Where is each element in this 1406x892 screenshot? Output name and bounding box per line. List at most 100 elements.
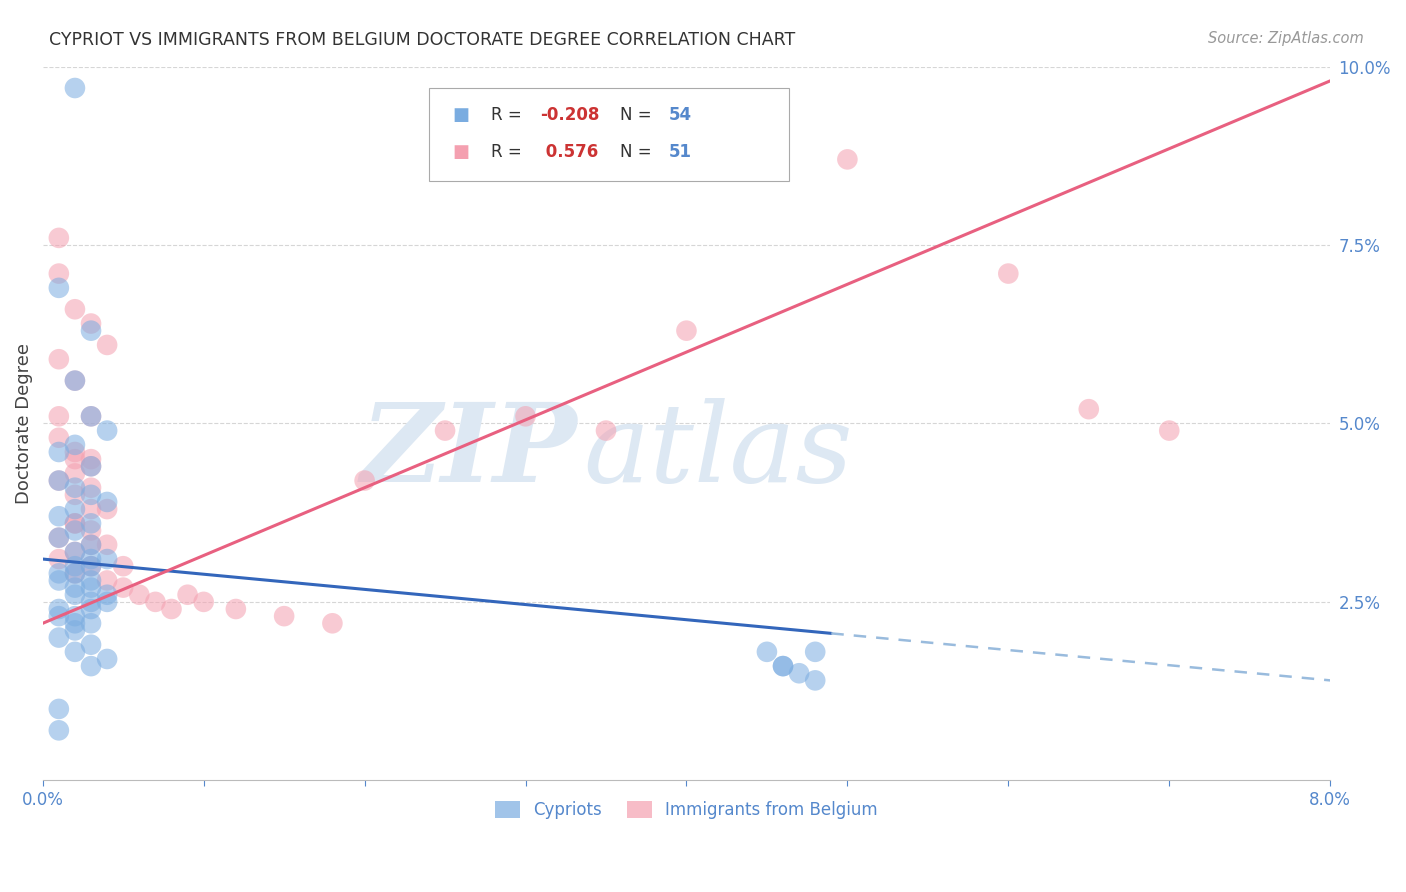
Point: [112, 581, 135, 595]
Point: [48, 474, 70, 488]
Point: [80, 452, 103, 467]
Point: [96, 424, 118, 438]
Point: [48, 231, 70, 245]
Point: [96, 595, 118, 609]
Point: [145, 595, 167, 609]
Point: [80, 552, 103, 566]
Text: N =: N =: [620, 106, 657, 124]
Point: [112, 559, 135, 574]
Point: [48, 702, 70, 716]
Point: [63, 302, 86, 317]
Point: [63, 616, 86, 631]
Text: ■: ■: [453, 106, 470, 124]
Point: [48, 552, 70, 566]
Point: [48, 531, 70, 545]
Point: [80, 481, 103, 495]
Point: [63, 452, 86, 467]
Point: [63, 488, 86, 502]
Point: [63, 566, 86, 581]
Point: [176, 588, 198, 602]
Point: [515, 409, 537, 424]
Point: [63, 545, 86, 559]
Point: [63, 588, 86, 602]
Point: [80, 488, 103, 502]
Point: [755, 145, 778, 160]
Point: [63, 81, 86, 95]
Point: [804, 645, 827, 659]
Legend: Cypriots, Immigrants from Belgium: Cypriots, Immigrants from Belgium: [488, 794, 884, 825]
Point: [434, 424, 457, 438]
Point: [63, 581, 86, 595]
Point: [48, 445, 70, 459]
Text: R =: R =: [491, 144, 527, 161]
FancyBboxPatch shape: [429, 88, 789, 181]
Point: [80, 574, 103, 588]
Point: [772, 659, 794, 673]
Point: [80, 638, 103, 652]
Point: [225, 602, 247, 616]
Point: [48, 609, 70, 624]
Text: 0.576: 0.576: [540, 144, 598, 161]
Text: 54: 54: [668, 106, 692, 124]
Text: 51: 51: [668, 144, 692, 161]
Point: [96, 588, 118, 602]
Point: [321, 616, 343, 631]
Point: [63, 467, 86, 481]
Point: [772, 659, 794, 673]
Point: [63, 438, 86, 452]
Point: [48, 723, 70, 738]
Point: [48, 574, 70, 588]
Point: [63, 502, 86, 516]
Point: [63, 374, 86, 388]
Point: [80, 317, 103, 331]
Point: [80, 602, 103, 616]
Point: [48, 409, 70, 424]
Text: N =: N =: [620, 144, 657, 161]
Point: [63, 559, 86, 574]
Point: [48, 431, 70, 445]
Point: [63, 566, 86, 581]
Point: [80, 616, 103, 631]
Point: [353, 474, 375, 488]
Point: [63, 374, 86, 388]
Point: [63, 524, 86, 538]
Point: [128, 588, 150, 602]
Point: [96, 552, 118, 566]
Point: [80, 324, 103, 338]
Point: [63, 545, 86, 559]
Point: [1077, 402, 1099, 417]
Point: [273, 609, 295, 624]
Text: -0.208: -0.208: [540, 106, 599, 124]
Point: [63, 516, 86, 531]
Text: ZIP: ZIP: [360, 398, 576, 506]
Point: [48, 474, 70, 488]
Point: [80, 538, 103, 552]
Point: [96, 338, 118, 352]
Y-axis label: Doctorate Degree: Doctorate Degree: [15, 343, 32, 504]
Point: [48, 566, 70, 581]
Point: [80, 502, 103, 516]
Text: ■: ■: [453, 144, 470, 161]
Point: [96, 652, 118, 666]
Point: [595, 424, 617, 438]
Point: [80, 516, 103, 531]
Point: [80, 409, 103, 424]
Point: [48, 509, 70, 524]
Point: [80, 581, 103, 595]
Point: [96, 574, 118, 588]
Point: [63, 516, 86, 531]
Point: [80, 659, 103, 673]
Point: [96, 495, 118, 509]
Text: CYPRIOT VS IMMIGRANTS FROM BELGIUM DOCTORATE DEGREE CORRELATION CHART: CYPRIOT VS IMMIGRANTS FROM BELGIUM DOCTO…: [49, 31, 796, 49]
Point: [80, 595, 103, 609]
Point: [1159, 424, 1181, 438]
Point: [63, 445, 86, 459]
Point: [48, 267, 70, 281]
Point: [63, 645, 86, 659]
Point: [80, 459, 103, 474]
Point: [80, 459, 103, 474]
Point: [96, 502, 118, 516]
Point: [80, 538, 103, 552]
Point: [48, 631, 70, 645]
Point: [80, 524, 103, 538]
